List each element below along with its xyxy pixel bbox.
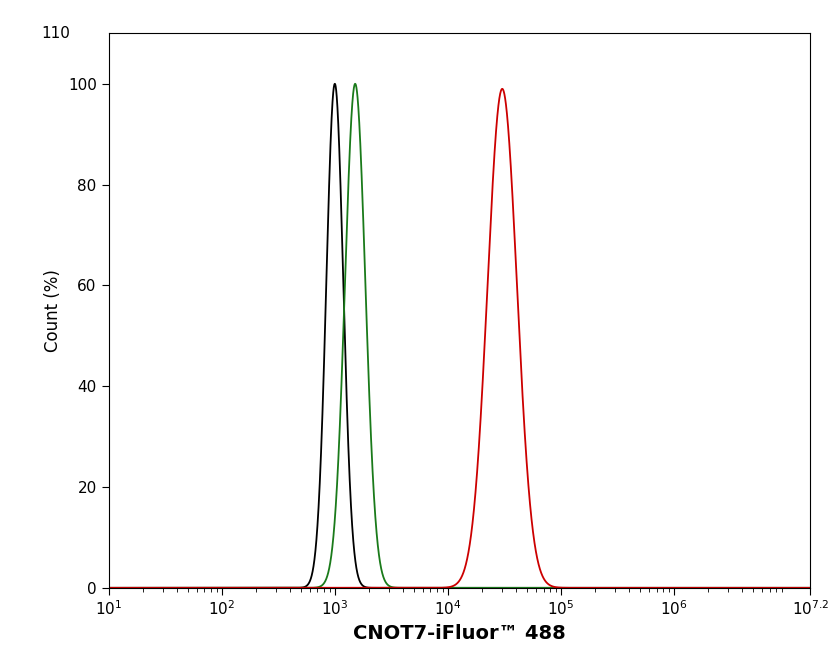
Text: 110: 110 xyxy=(41,26,70,41)
Y-axis label: Count (%): Count (%) xyxy=(44,269,63,352)
X-axis label: CNOT7-iFluor™ 488: CNOT7-iFluor™ 488 xyxy=(353,624,565,643)
